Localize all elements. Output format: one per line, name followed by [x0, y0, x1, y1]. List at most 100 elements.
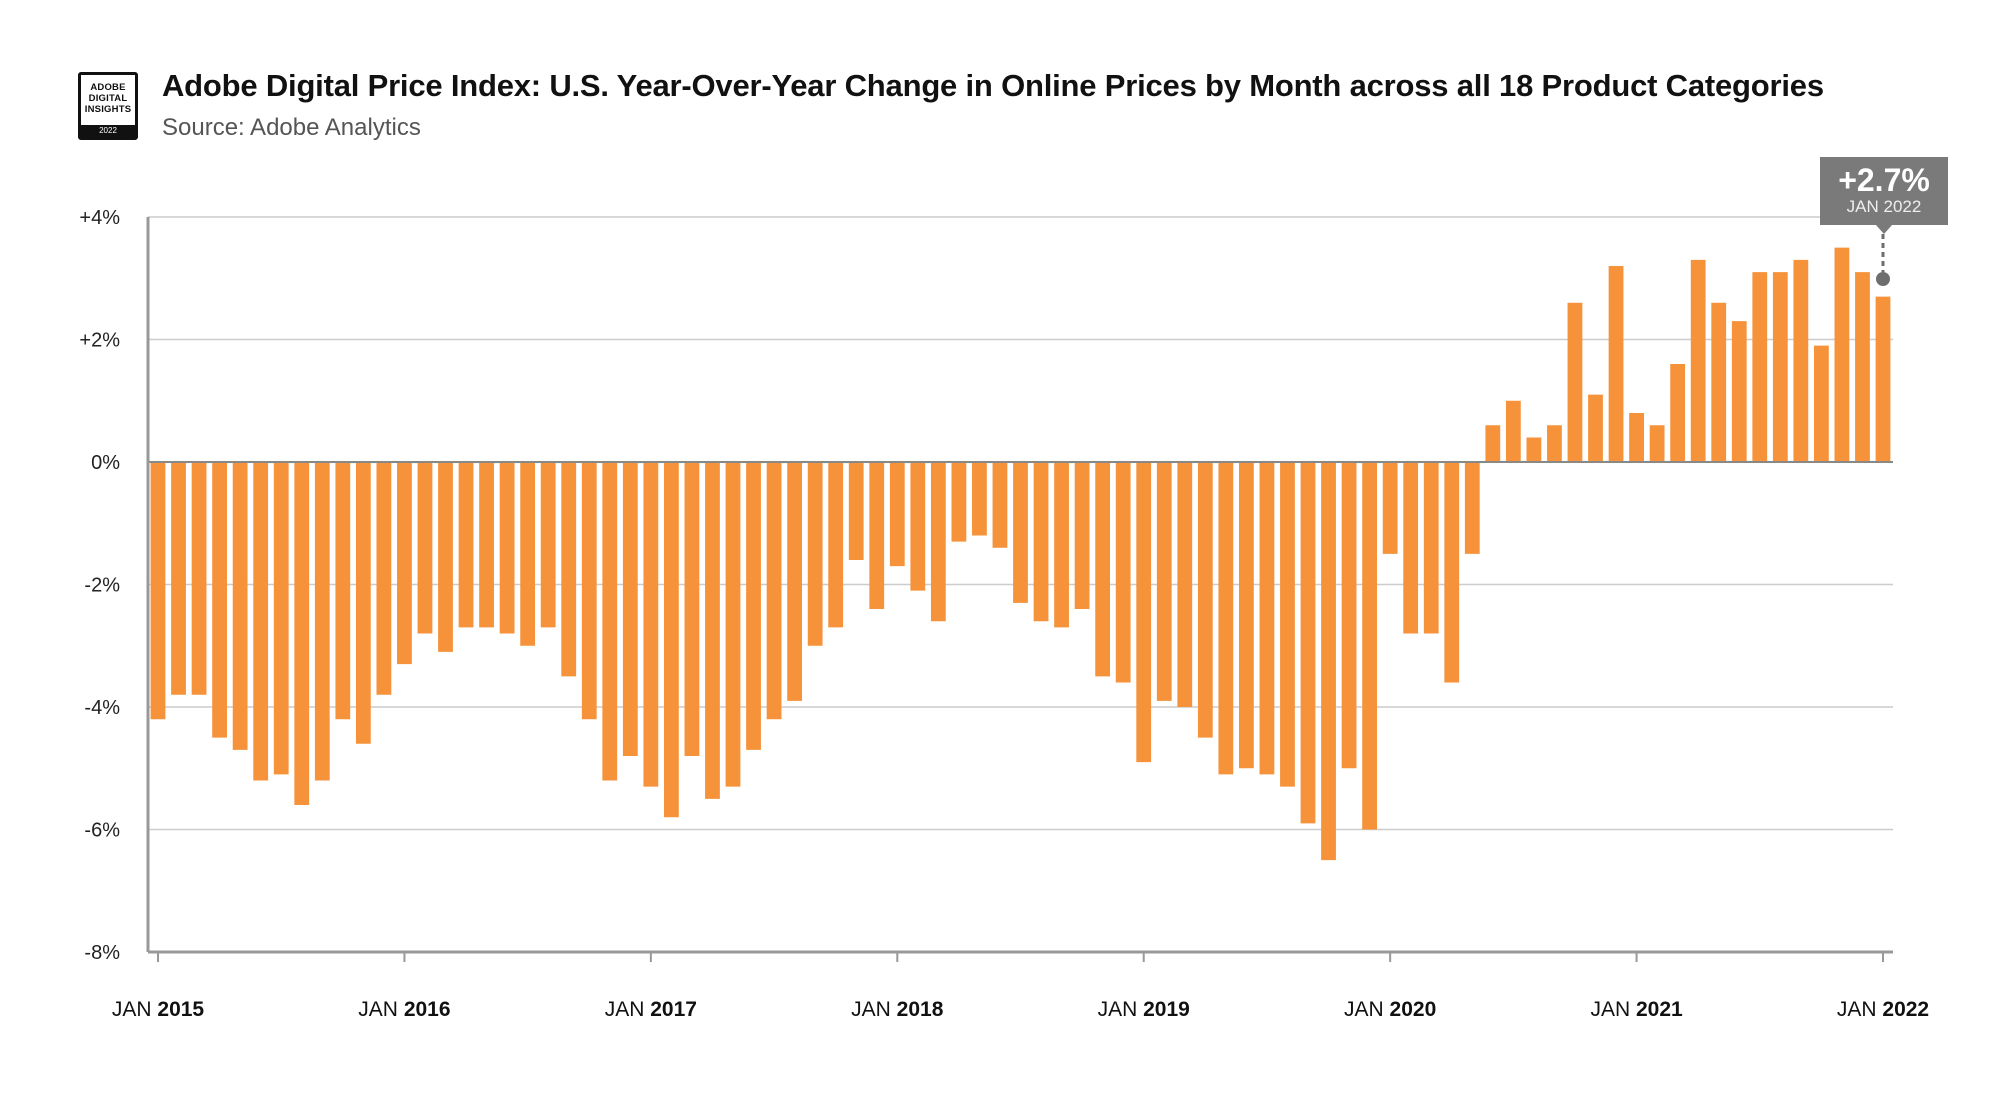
bar	[355, 462, 371, 744]
bar	[746, 462, 761, 750]
bar	[417, 462, 433, 634]
logo-line-3: INSIGHTS	[84, 104, 132, 115]
bar	[232, 462, 248, 750]
bar	[191, 462, 207, 695]
bar	[1259, 462, 1275, 775]
x-tick-label: JAN 2020	[1344, 998, 1436, 1021]
bar	[972, 462, 987, 536]
latest-value-callout: +2.7% JAN 2022	[1820, 157, 1948, 234]
x-tick-label: JAN 2017	[605, 998, 697, 1021]
logo-line-1: ADOBE	[90, 82, 126, 93]
bars	[150, 247, 1891, 861]
bar	[1177, 462, 1193, 707]
bar	[1731, 321, 1747, 462]
bar	[602, 462, 618, 781]
bar	[1670, 364, 1686, 462]
bar	[951, 462, 967, 542]
bar	[1793, 259, 1809, 462]
bar	[1382, 462, 1398, 554]
bar	[1464, 462, 1480, 554]
logo-line-2: DIGITAL	[88, 93, 128, 104]
bar	[1156, 462, 1172, 701]
bar	[458, 462, 474, 628]
bar	[438, 462, 453, 652]
x-tick-label: JAN 2022	[1837, 998, 1929, 1021]
adobe-digital-insights-logo: ADOBE DIGITAL INSIGHTS 2022	[78, 72, 138, 140]
y-tick-label: +2%	[79, 330, 120, 352]
bar	[1239, 462, 1254, 769]
bar	[1814, 345, 1829, 462]
bar	[1362, 462, 1377, 830]
bar	[499, 462, 515, 634]
chart-subtitle: Source: Adobe Analytics	[162, 114, 421, 141]
bar	[1444, 462, 1460, 683]
bar	[1485, 425, 1501, 462]
bar	[705, 462, 720, 799]
marker-dot	[1876, 272, 1890, 286]
x-tick-label: JAN 2018	[851, 998, 944, 1021]
bar	[561, 462, 577, 677]
bar	[1033, 462, 1049, 622]
bar	[1013, 462, 1028, 603]
bar	[1280, 462, 1295, 787]
bar	[1115, 462, 1131, 683]
bar	[807, 462, 823, 646]
bar	[766, 462, 782, 720]
bar	[1218, 462, 1234, 775]
bar	[397, 462, 412, 665]
bar	[725, 462, 741, 787]
bar	[581, 462, 597, 720]
axes	[146, 217, 1893, 954]
bar	[992, 462, 1008, 548]
bar	[622, 462, 638, 756]
x-axis-tick-labels: JAN 2015 JAN 2016 JAN 2017 JAN 2018 JAN 2019…	[112, 952, 1929, 1021]
bar	[889, 462, 905, 567]
y-tick-label: +4%	[79, 207, 120, 229]
logo-text: ADOBE DIGITAL INSIGHTS	[85, 82, 131, 115]
bar	[1300, 462, 1316, 824]
chart-title: Adobe Digital Price Index: U.S. Year-Ove…	[162, 68, 1824, 103]
bar	[1547, 425, 1562, 462]
bar	[1690, 259, 1706, 462]
bar	[376, 462, 392, 695]
y-tick-label: 0%	[91, 452, 120, 474]
x-tick-label: JAN 2016	[358, 998, 450, 1021]
bar	[294, 462, 310, 805]
y-axis-tick-labels: +4% +2% 0% -2% -4% -6% -8%	[79, 207, 120, 964]
bar	[1588, 394, 1603, 462]
bar	[1136, 462, 1152, 763]
bar	[1834, 247, 1850, 462]
bar	[787, 462, 802, 701]
latest-value-marker	[1876, 234, 1890, 286]
bar	[869, 462, 885, 609]
bar	[1505, 400, 1521, 462]
bar	[1526, 437, 1542, 462]
bar	[150, 462, 166, 720]
bar	[664, 462, 679, 818]
bar	[171, 462, 186, 695]
bar	[1772, 272, 1788, 462]
bar	[479, 462, 494, 628]
bar	[828, 462, 844, 628]
x-tick-label: JAN 2015	[112, 998, 205, 1021]
bar	[1649, 425, 1665, 462]
bar	[848, 462, 864, 560]
bar	[1711, 302, 1727, 462]
y-tick-label: -8%	[84, 942, 120, 964]
bar	[1608, 266, 1624, 462]
x-tick-label: JAN 2021	[1590, 998, 1683, 1021]
bar	[1567, 302, 1583, 462]
bar	[212, 462, 227, 738]
bar	[314, 462, 330, 781]
bar	[520, 462, 536, 646]
bar	[273, 462, 289, 775]
bar	[1752, 272, 1768, 462]
bar	[540, 462, 556, 628]
bar	[1875, 296, 1891, 462]
bar	[1074, 462, 1090, 609]
bar	[643, 462, 659, 787]
bar	[930, 462, 946, 622]
y-tick-label: -4%	[84, 697, 120, 719]
bar	[1341, 462, 1357, 769]
bar	[1095, 462, 1111, 677]
